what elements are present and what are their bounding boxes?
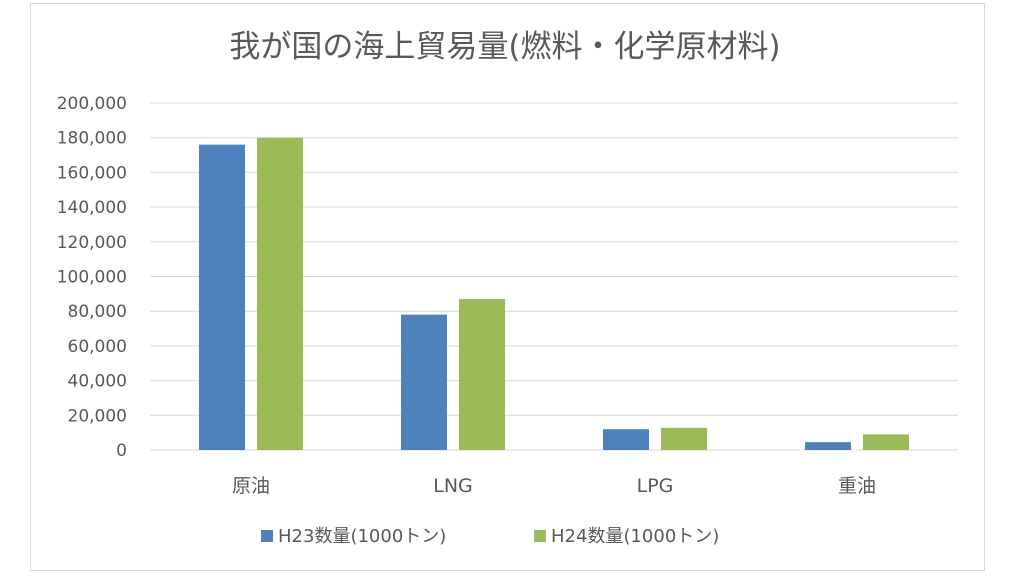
legend-label: H24数量(1000トン) [551,526,719,547]
y-tick-label: 100,000 [57,268,127,288]
y-tick-label: 60,000 [68,337,127,357]
bar-1 [199,144,245,450]
y-tick-label: 160,000 [57,163,127,183]
legend: H23数量(1000トン) H24数量(1000トン) [261,526,719,547]
bar-1 [401,314,447,450]
bar-2 [863,434,909,450]
y-tick-label: 180,000 [57,129,127,149]
bar-2 [257,137,303,450]
x-category-label: 原油 [232,475,270,497]
bar-2 [661,427,707,450]
x-category-label: LPG [637,475,674,497]
chart-frame [30,3,985,571]
y-tick-label: 140,000 [57,198,127,218]
x-category-label: 重油 [838,475,876,497]
chart-title: 我が国の海上貿易量(燃料・化学原材料) [229,29,780,65]
legend-swatch [261,530,273,542]
x-axis: 原油 LNG LPG 重油 [232,475,876,497]
y-tick-label: 200,000 [57,94,127,114]
y-tick-label: 40,000 [68,372,127,392]
y-tick-label: 120,000 [57,233,127,253]
y-tick-label: 80,000 [68,302,127,322]
bars [199,137,909,450]
x-category-label: LNG [433,475,473,497]
y-axis: 0 20,000 40,000 60,000 80,000 100,000 120,000 1… [57,94,127,461]
y-tick-label: 20,000 [68,406,127,426]
bar-1 [603,429,649,450]
bar-2 [459,299,505,450]
y-tick-label: 0 [116,441,127,461]
legend-label: H23数量(1000トン) [278,526,446,547]
legend-swatch [534,530,546,542]
bar-1 [805,442,851,450]
